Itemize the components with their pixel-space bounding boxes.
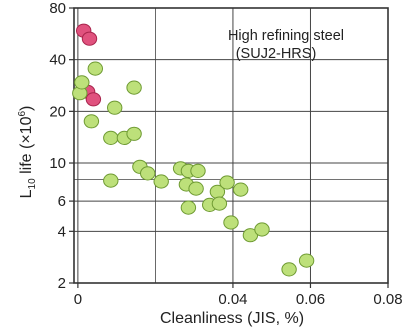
x-tick-label: 0.06 xyxy=(296,291,325,308)
x-tick-label: 0.08 xyxy=(373,291,402,308)
y-tick-label: 6 xyxy=(58,193,66,210)
green-data-point xyxy=(83,114,100,129)
green-data-point xyxy=(103,130,119,145)
ticks: 2 4 6 10 20 40 80 0 0.04 0.06 0.08 xyxy=(49,0,402,308)
green-data-point xyxy=(126,80,142,95)
grid xyxy=(74,8,388,283)
green-data-point xyxy=(219,175,235,190)
x-tick-label: 0 xyxy=(74,291,82,308)
green-data-point xyxy=(188,181,204,196)
y-axis-title-superscript: 6 xyxy=(17,111,28,117)
y-axis-title: L10 life (×106) xyxy=(17,106,38,199)
green-data-point xyxy=(233,182,249,197)
green-data-point xyxy=(103,173,119,188)
annotation-line-1: High refining steel xyxy=(228,28,344,44)
pink-data-point xyxy=(81,31,98,46)
green-data-point xyxy=(180,200,197,215)
x-axis-title: Cleanliness (JIS, %) xyxy=(160,310,304,327)
y-axis-title-rest: life (×10 xyxy=(18,116,35,178)
y-axis-title-close: ) xyxy=(18,106,35,111)
green-data-point xyxy=(153,174,169,189)
green-data-point xyxy=(87,61,104,76)
green-data-point xyxy=(298,253,315,268)
y-tick-label: 80 xyxy=(49,0,66,17)
green-data-point xyxy=(140,166,156,181)
y-tick-label: 2 xyxy=(58,275,66,292)
y-tick-label: 40 xyxy=(49,52,66,69)
green-data-point xyxy=(107,100,123,115)
green-data-point xyxy=(281,262,297,277)
y-tick-label: 10 xyxy=(49,155,66,172)
y-axis-title-main: L xyxy=(18,189,35,198)
annotation-line-2: (SUJ2-HRS) xyxy=(236,46,317,62)
y-axis-title-subscript: 10 xyxy=(27,178,38,190)
green-data-point xyxy=(74,75,90,90)
y-tick-label: 4 xyxy=(58,223,66,240)
pink-data-point xyxy=(85,92,102,107)
green-data-point xyxy=(254,222,270,237)
y-tick-label: 20 xyxy=(49,103,66,120)
x-tick-label: 0.04 xyxy=(218,291,247,308)
green-data-point xyxy=(223,215,239,230)
green-data-point xyxy=(211,196,228,211)
green-data-point xyxy=(190,163,206,178)
green-data-point xyxy=(126,126,142,141)
plot-frame xyxy=(73,7,389,284)
data-points xyxy=(72,23,315,277)
